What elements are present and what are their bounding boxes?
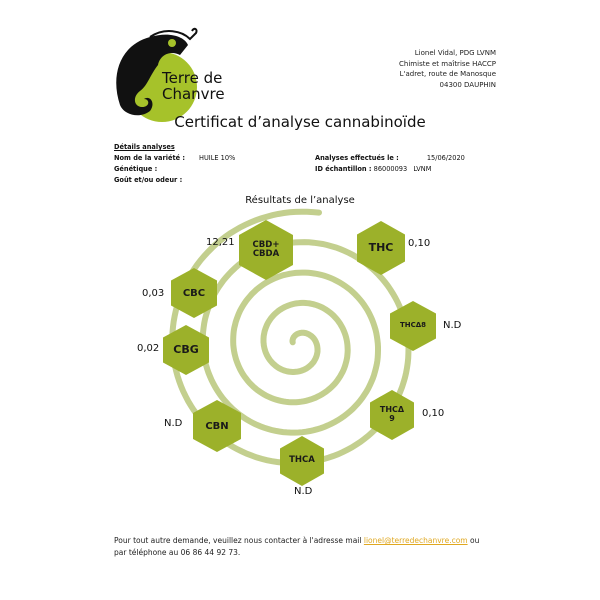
variety-label: Nom de la variété : xyxy=(114,154,185,162)
address-line: 04300 DAUPHIN xyxy=(439,80,496,89)
terre-de-chanvre-logo: Terre de Chanvre xyxy=(116,27,225,122)
date-label: Analyses effectués le : xyxy=(315,154,399,162)
id-value: 86000093 xyxy=(373,165,408,173)
address-line: L'adret, route de Manosque xyxy=(399,70,496,78)
footer-text: ou xyxy=(467,536,480,545)
cannabinoid-hexagon: CBC xyxy=(171,268,217,318)
cannabinoid-hexagon: THCΔ8 xyxy=(390,301,436,351)
cannabinoid-value: 0,10 xyxy=(408,238,431,249)
genetics-label: Génétique : xyxy=(114,165,158,173)
taste-label: Goût et/ou odeur : xyxy=(114,176,183,184)
company-address: Lionel Vidal, PDG LVNM Chimiste et maîtr… xyxy=(399,48,496,90)
address-line: Lionel Vidal, PDG LVNM xyxy=(414,49,496,57)
details-left: Détails analyses Nom de la variété : HUIL… xyxy=(114,142,235,186)
cannabinoid-hexagon: THCA xyxy=(280,436,324,486)
cannabinoid-value: 0,02 xyxy=(137,343,160,354)
cannabinoid-value: N.D xyxy=(443,320,462,331)
details-heading: Détails analyses xyxy=(114,143,175,151)
results-title: Résultats de l’analyse xyxy=(245,195,355,206)
id-suffix: LVNM xyxy=(413,165,432,173)
cannabinoid-hexagon: THC xyxy=(357,221,405,275)
cannabinoid-hexagon: THCΔ 9 xyxy=(370,390,414,440)
email-link[interactable]: lionel@terredechanvre.com xyxy=(363,536,468,545)
cannabinoid-hexagon: CBG xyxy=(163,325,209,375)
details-right: Analyses effectués le : 15/06/2020 ID éch… xyxy=(315,153,465,175)
address-line: Chimiste et maîtrise HACCP xyxy=(399,59,496,68)
date-value: 15/06/2020 xyxy=(426,154,465,162)
cannabinoid-value: N.D xyxy=(294,486,313,497)
cannabinoid-hexagon: CBD+ CBDA xyxy=(239,220,293,280)
cannabinoid-value: N.D xyxy=(164,418,183,429)
id-label: ID échantillon : xyxy=(315,165,372,173)
logo-text-line2: Chanvre xyxy=(162,85,225,103)
page-title: Certificat d’analyse cannabinoïde xyxy=(174,113,426,131)
cannabinoid-value: 0,10 xyxy=(422,408,445,419)
footer-text: Pour tout autre demande, veuillez nous c… xyxy=(114,536,364,545)
logo-text-line1: Terre de xyxy=(161,69,222,87)
footer-contact: Pour tout autre demande, veuillez nous c… xyxy=(114,535,479,559)
variety-value: HUILE 10% xyxy=(199,154,236,162)
cannabinoid-value: 12,21 xyxy=(206,237,235,248)
cannabinoid-value: 0,03 xyxy=(142,288,165,299)
footer-phone: par téléphone au 06 86 44 92 73. xyxy=(114,548,241,557)
